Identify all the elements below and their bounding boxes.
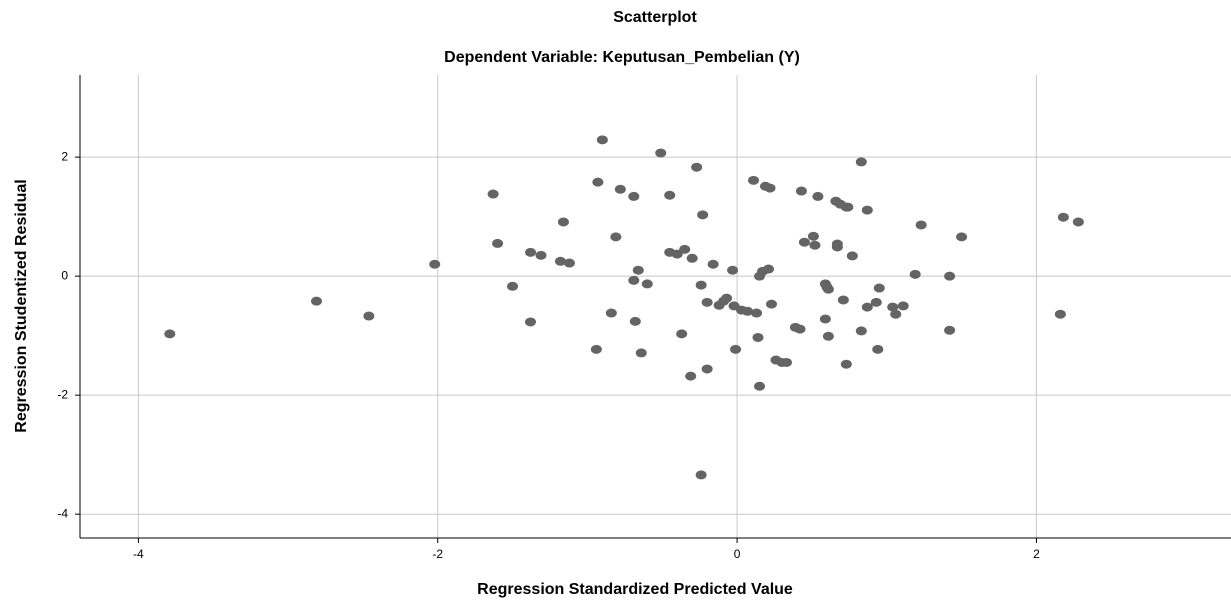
point (363, 312, 374, 321)
point (615, 185, 626, 194)
point (799, 238, 810, 247)
point (862, 206, 873, 215)
point (842, 203, 853, 212)
chart-subtitle: Dependent Variable: Keputusan_Pembelian … (444, 49, 800, 66)
point (592, 178, 603, 187)
point (820, 314, 831, 323)
x-tick-label: -4 (133, 547, 144, 561)
point (956, 232, 967, 241)
point (766, 300, 777, 309)
point (691, 163, 702, 172)
point (753, 333, 764, 342)
point (890, 310, 901, 319)
point (525, 317, 536, 326)
point (311, 297, 322, 306)
point (1058, 213, 1069, 222)
point (1073, 217, 1084, 226)
point (606, 309, 617, 318)
point (525, 248, 536, 257)
point (765, 184, 776, 193)
point (808, 232, 819, 241)
x-tick-label: -2 (432, 547, 443, 561)
point (655, 148, 666, 157)
point (727, 266, 738, 275)
point (812, 192, 823, 201)
point (492, 239, 503, 248)
y-tick-label: -2 (57, 387, 68, 401)
point (642, 279, 653, 288)
point (754, 382, 765, 391)
point (944, 272, 955, 281)
point (630, 317, 641, 326)
point (721, 294, 732, 303)
point (838, 295, 849, 304)
point (944, 326, 955, 335)
point (507, 282, 518, 291)
point (676, 329, 687, 338)
point (591, 345, 602, 354)
x-axis-label: Regression Standardized Predicted Value (477, 581, 793, 598)
point (916, 220, 927, 229)
point (597, 135, 608, 144)
point (696, 281, 707, 290)
point (794, 325, 805, 334)
point (628, 276, 639, 285)
point (687, 254, 698, 263)
point (610, 232, 621, 241)
point (697, 210, 708, 219)
point (781, 358, 792, 367)
point (628, 192, 639, 201)
point (841, 360, 852, 369)
x-tick-label: 2 (1033, 547, 1040, 561)
point (535, 251, 546, 260)
point (823, 285, 834, 294)
point (702, 364, 713, 373)
point (856, 157, 867, 166)
point (636, 348, 647, 357)
point (164, 329, 175, 338)
point (751, 309, 762, 318)
point (872, 345, 883, 354)
chart-title: Scatterplot (613, 9, 697, 26)
point (685, 372, 696, 381)
y-axis-label: Regression Studentized Residual (13, 179, 30, 432)
point (856, 326, 867, 335)
chart: Scatterplot Dependent Variable: Keputusa… (0, 0, 1231, 605)
point (910, 270, 921, 279)
point (1055, 310, 1066, 319)
point (809, 241, 820, 250)
point (796, 187, 807, 196)
point (558, 217, 569, 226)
x-tick-label: 0 (734, 547, 741, 561)
point (708, 260, 719, 269)
point (702, 298, 713, 307)
y-tick-label: 0 (61, 268, 68, 282)
point (488, 190, 499, 199)
point (832, 240, 843, 249)
point (847, 251, 858, 260)
point (898, 301, 909, 310)
point (633, 266, 644, 275)
y-tick-label: -4 (57, 506, 68, 520)
point (763, 265, 774, 274)
point (748, 176, 759, 185)
point (823, 332, 834, 341)
point (874, 284, 885, 293)
point (429, 260, 440, 269)
point (679, 245, 690, 254)
point (696, 470, 707, 479)
point (564, 259, 575, 268)
point (664, 191, 675, 200)
point (871, 298, 882, 307)
y-tick-label: 2 (61, 149, 68, 163)
point (730, 345, 741, 354)
